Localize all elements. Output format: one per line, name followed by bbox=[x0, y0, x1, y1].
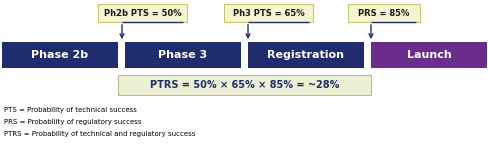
Text: Ph3 PTS = 65%: Ph3 PTS = 65% bbox=[232, 8, 304, 17]
Bar bbox=[98, 4, 186, 22]
Bar bbox=[118, 75, 370, 95]
Bar bbox=[247, 42, 363, 68]
Text: Phase 3: Phase 3 bbox=[158, 50, 207, 60]
Bar bbox=[2, 42, 118, 68]
Bar bbox=[125, 42, 241, 68]
Text: Ph2b PTS = 50%: Ph2b PTS = 50% bbox=[103, 8, 181, 17]
Bar bbox=[347, 4, 419, 22]
Text: PRS = Probability of regulatory success: PRS = Probability of regulatory success bbox=[4, 119, 141, 125]
Bar bbox=[224, 4, 312, 22]
Text: Registration: Registration bbox=[267, 50, 344, 60]
Text: Launch: Launch bbox=[406, 50, 450, 60]
Text: Phase 2b: Phase 2b bbox=[31, 50, 88, 60]
Text: PTS = Probability of technical success: PTS = Probability of technical success bbox=[4, 107, 137, 113]
Text: PTRS = Probability of technical and regulatory success: PTRS = Probability of technical and regu… bbox=[4, 131, 195, 137]
Text: PRS = 85%: PRS = 85% bbox=[358, 8, 409, 17]
Text: PTRS = 50% × 65% × 85% = ~28%: PTRS = 50% × 65% × 85% = ~28% bbox=[149, 80, 339, 90]
Bar bbox=[370, 42, 486, 68]
